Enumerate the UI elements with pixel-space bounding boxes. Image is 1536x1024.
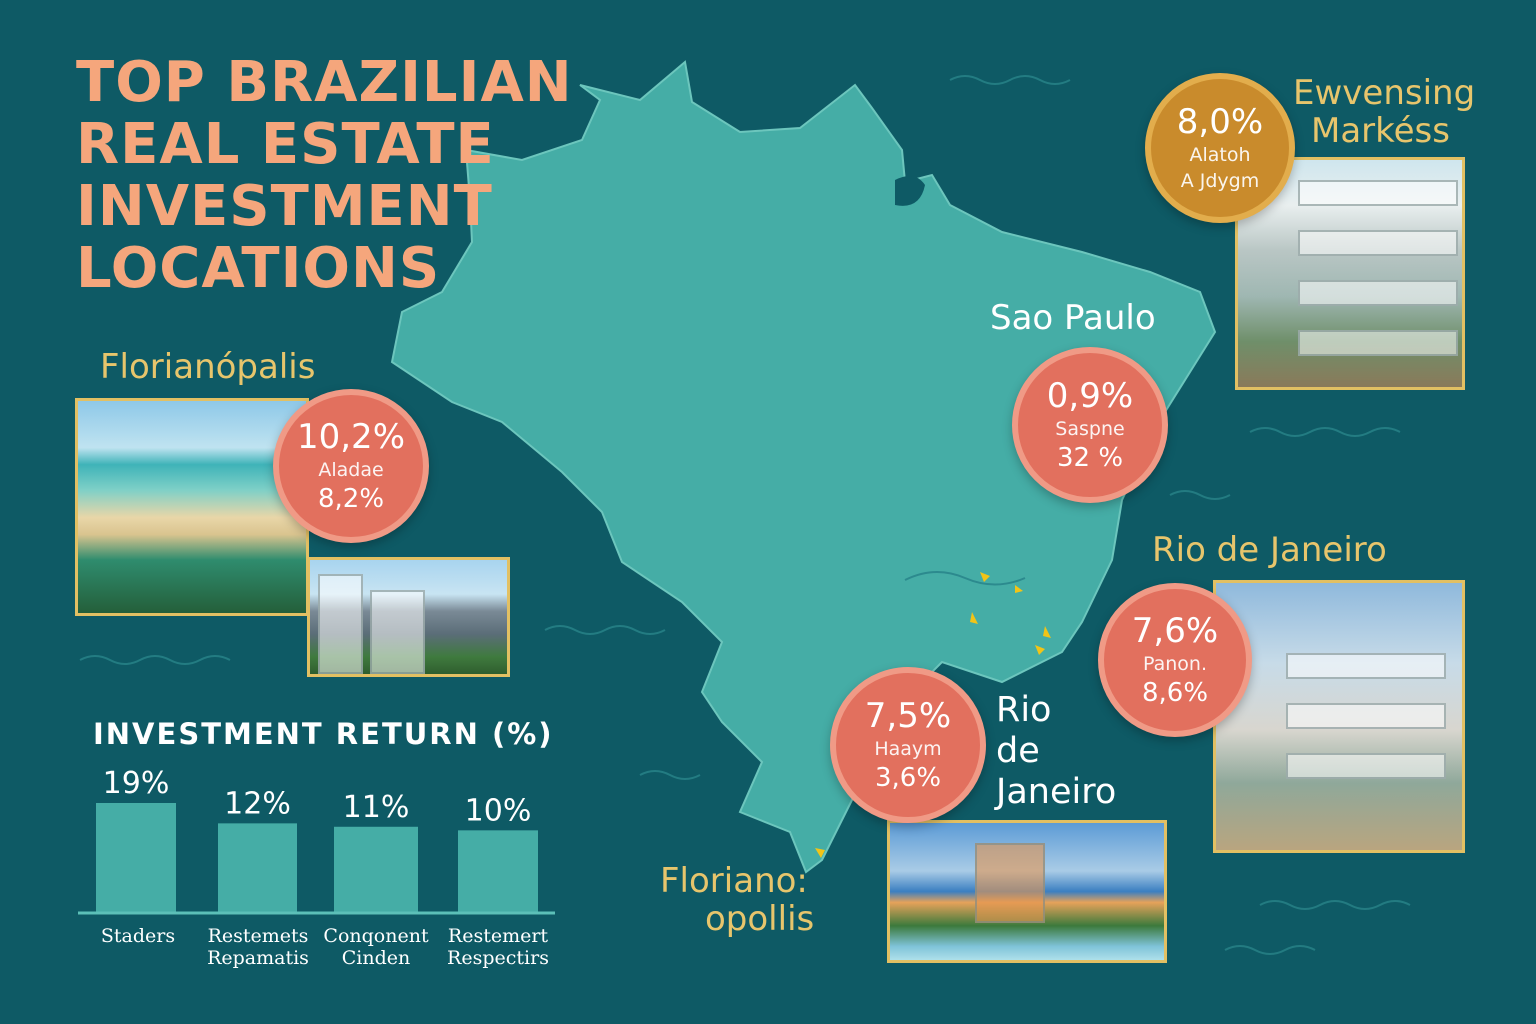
rio-label: Rio de Janeiro xyxy=(1152,530,1387,570)
wave-decorations xyxy=(79,75,1411,955)
badge-value: 0,9% xyxy=(1046,376,1134,416)
badge-secondary: 32 % xyxy=(1056,443,1124,473)
badge-secondary: A Jdygm xyxy=(1180,170,1260,192)
page-title: TOP BRAZILIAN REAL ESTATE INVESTMENT LOC… xyxy=(76,52,573,300)
badge-label: Alatoh xyxy=(1189,144,1251,166)
beach-photo xyxy=(75,398,309,616)
category-label: Restemets Repamatis xyxy=(207,925,309,969)
badge-label: Aladae xyxy=(318,459,384,481)
title-line: TOP BRAZILIAN xyxy=(76,50,573,115)
label-line: de xyxy=(996,731,1040,771)
sao-paulo-return-badge: 0,9% Saspne 32 % xyxy=(1012,347,1168,503)
florianopolis-bottom-label-2: opollis xyxy=(705,899,815,939)
florianopolis-bottom-label: Floriano: xyxy=(660,861,808,901)
badge-value: 8,0% xyxy=(1176,102,1264,142)
category-label: Conqonent Cinden xyxy=(323,925,429,969)
label-line: Ewvensing xyxy=(1293,73,1476,113)
resort-photo xyxy=(887,820,1167,963)
label-line: Janeiro xyxy=(996,772,1117,812)
rio-center-label: Rio de Janeiro xyxy=(996,690,1116,813)
badge-value: 10,2% xyxy=(296,417,405,457)
badge-secondary: 8,6% xyxy=(1141,678,1209,708)
island xyxy=(895,176,925,206)
title-line: LOCATIONS xyxy=(76,236,441,301)
badge-label: Saspne xyxy=(1055,418,1125,440)
label-line: Markéss xyxy=(1311,111,1450,151)
badge-value: 7,6% xyxy=(1131,611,1219,651)
florianopolis-return-badge: 10,2% Aladae 8,2% xyxy=(273,389,429,543)
florianopolis-label: Florianópalis xyxy=(100,347,316,387)
badge-secondary: 8,2% xyxy=(317,484,385,514)
category-label: Staders xyxy=(100,925,176,947)
building-photo xyxy=(1213,580,1465,853)
title-line: REAL ESTATE xyxy=(76,112,495,177)
rio-return-badge: 7,6% Panon. 8,6% xyxy=(1098,583,1252,737)
badge-label: Panon. xyxy=(1143,653,1207,675)
sao-paulo-label: Sao Paulo xyxy=(990,298,1156,338)
badge-secondary: 3,6% xyxy=(874,763,942,793)
city-photo xyxy=(307,557,510,677)
emerging-return-badge: 8,0% Alatoh A Jdygm xyxy=(1145,73,1295,223)
emerging-markets-label: Ewvensing Markéss xyxy=(1293,73,1476,151)
rio-center-return-badge: 7,5% Haaym 3,6% xyxy=(830,667,986,823)
location-markers xyxy=(815,572,1051,858)
category-label: Restemert Respectirs xyxy=(447,925,549,969)
chart-title: INVESTMENT RETURN (%) xyxy=(93,717,554,751)
badge-label: Haaym xyxy=(874,738,942,760)
building-photo xyxy=(1235,157,1465,390)
title-line: INVESTMENT xyxy=(76,174,493,239)
badge-value: 7,5% xyxy=(864,696,952,736)
label-line: Rio xyxy=(996,690,1052,730)
